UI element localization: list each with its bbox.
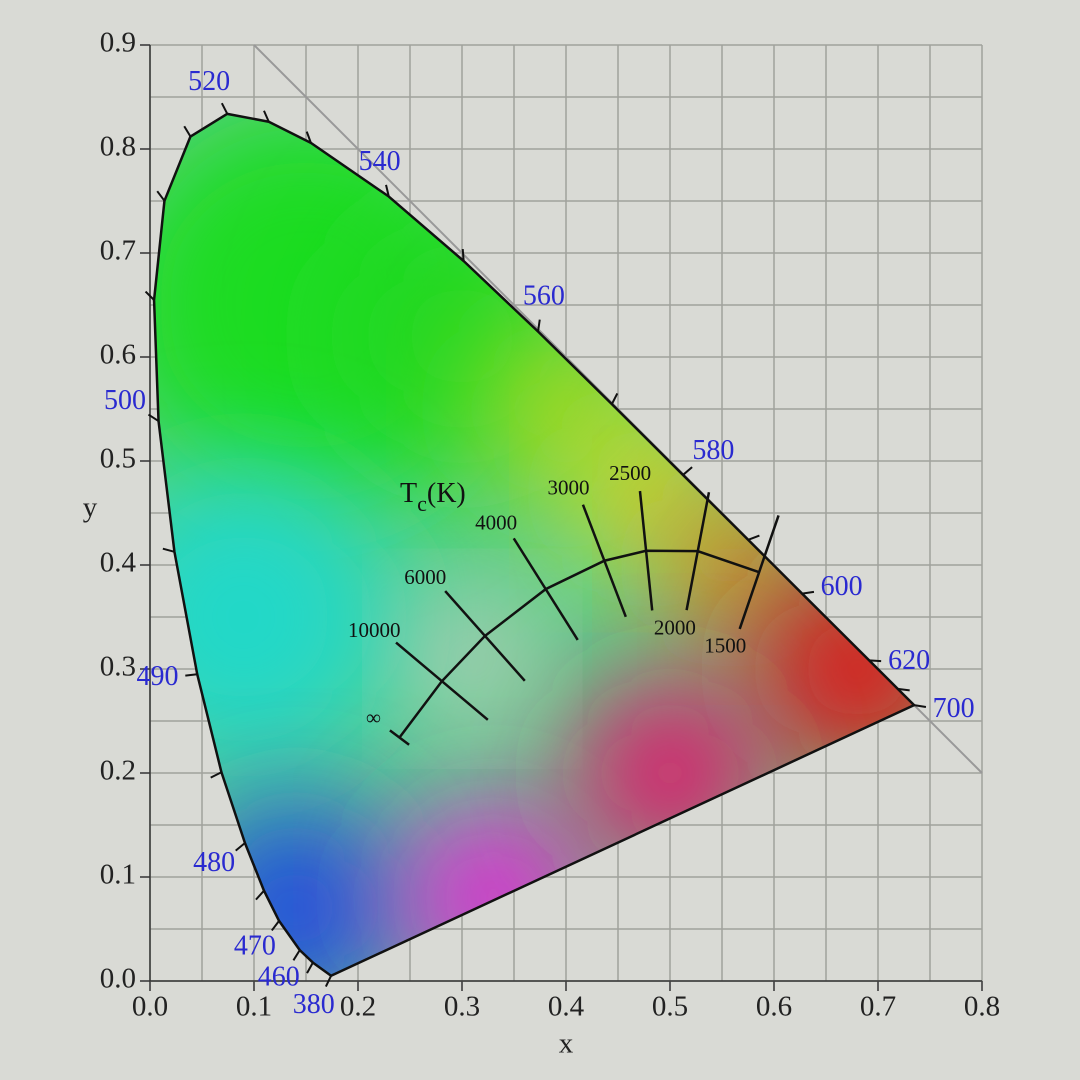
y-axis-label: y <box>83 492 98 524</box>
wavelength-tick <box>183 125 192 138</box>
temperature-label: 6000 <box>404 565 446 589</box>
x-tick-label: 0.4 <box>548 991 585 1023</box>
wavelength-tick <box>292 949 301 961</box>
y-tick-label: 0.9 <box>100 27 136 59</box>
x-tick-label: 0.5 <box>652 991 688 1023</box>
planck-title-base: T <box>400 478 417 509</box>
wavelength-label: 460 <box>258 961 300 992</box>
wavelength-label: 520 <box>188 66 230 97</box>
wavelength-label: 480 <box>193 847 235 878</box>
gamut-color <box>417 603 528 714</box>
isotherm <box>738 515 780 630</box>
x-tick-label: 0.8 <box>964 991 1000 1023</box>
planck-title: Tc(K) <box>400 478 466 516</box>
temperature-label: 2500 <box>609 461 651 485</box>
wavelength-tick <box>263 110 270 123</box>
wavelength-tick <box>324 975 332 988</box>
x-axis-label: x <box>559 1028 574 1060</box>
wavelength-tick <box>537 319 541 332</box>
planckian-locus <box>398 549 760 739</box>
temperature-label: 10000 <box>348 618 401 642</box>
wavelength-tick <box>220 102 229 115</box>
x-tick-label: 0.2 <box>340 991 376 1023</box>
y-tick-label: 0.5 <box>100 443 136 475</box>
isotherm <box>395 641 489 721</box>
x-tick-label: 0.6 <box>756 991 792 1023</box>
y-tick-label: 0.3 <box>100 651 136 683</box>
wavelength-tick <box>185 673 198 677</box>
wavelength-tick <box>147 413 160 422</box>
wavelength-tick <box>897 687 910 692</box>
temperature-label: 1500 <box>704 634 746 658</box>
wavelength-tick <box>210 771 222 779</box>
y-tick-label: 0.0 <box>100 963 136 995</box>
y-tick-label: 0.7 <box>100 235 136 267</box>
temperature-label: 4000 <box>475 511 517 535</box>
isotherm <box>581 504 627 618</box>
wavelength-label: 580 <box>692 435 734 466</box>
wavelength-label: 500 <box>104 385 146 416</box>
wavelength-tick <box>156 190 166 202</box>
x-tick-label: 0.0 <box>132 991 168 1023</box>
wavelength-tick <box>255 890 265 901</box>
planck-title-sub: c <box>417 491 427 516</box>
wavelength-tick <box>610 392 619 405</box>
wavelength-tick <box>913 704 927 708</box>
isotherm <box>638 490 654 611</box>
wavelength-tick <box>747 534 760 541</box>
isotherm <box>444 590 526 682</box>
wavelength-tick <box>144 290 155 301</box>
y-tick-label: 0.4 <box>100 547 137 579</box>
isotherm <box>685 491 711 611</box>
wavelength-tick <box>235 842 246 852</box>
temperature-label: ∞ <box>366 705 381 729</box>
wavelength-tick <box>306 962 314 974</box>
y-tick-label: 0.1 <box>100 859 136 891</box>
wavelength-label: 470 <box>234 930 276 961</box>
wavelength-label: 380 <box>293 989 335 1020</box>
y-tick-label: 0.8 <box>100 131 136 163</box>
wavelength-label: 700 <box>933 693 975 724</box>
wavelength-tick <box>869 659 882 663</box>
y-tick-label: 0.2 <box>100 755 136 787</box>
wavelength-label: 620 <box>888 645 930 676</box>
y-tick-label: 0.6 <box>100 339 136 371</box>
wavelength-tick <box>271 920 280 932</box>
wavelength-label: 490 <box>137 661 179 692</box>
x-tick-label: 0.7 <box>860 991 896 1023</box>
temperature-label: 3000 <box>548 476 590 500</box>
x-tick-label: 0.3 <box>444 991 480 1023</box>
wavelength-tick <box>385 184 390 197</box>
wavelength-label: 560 <box>523 280 565 311</box>
x-tick-label: 0.1 <box>236 991 272 1023</box>
planck-title-unit: (K) <box>427 478 466 509</box>
isotherm <box>512 537 579 641</box>
wavelength-tick <box>162 547 175 553</box>
wavelength-tick <box>682 466 693 476</box>
wavelength-label: 540 <box>359 146 401 177</box>
temperature-label: 2000 <box>654 616 696 640</box>
wavelength-label: 600 <box>821 571 863 602</box>
wavelength-tick <box>461 248 465 262</box>
isotherm <box>389 729 410 746</box>
wavelength-tick <box>801 590 815 595</box>
wavelength-tick <box>305 131 312 144</box>
